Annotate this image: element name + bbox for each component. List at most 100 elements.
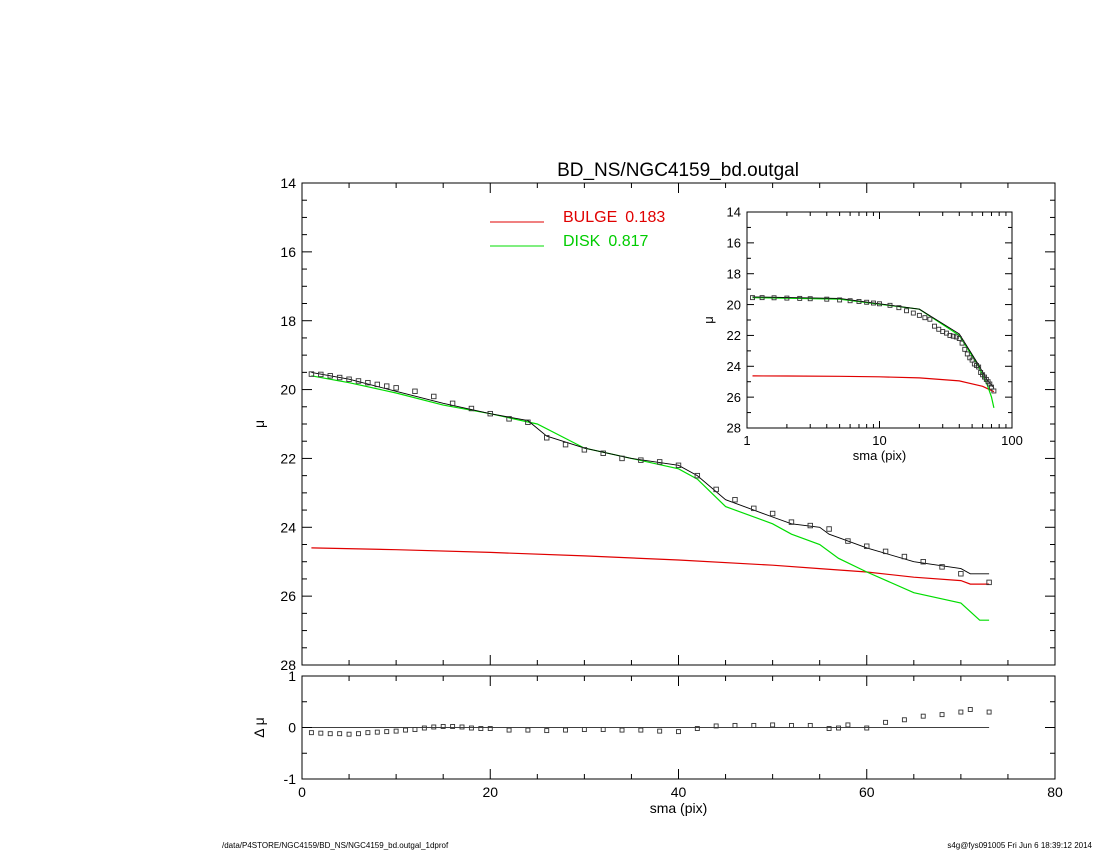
data-point <box>732 722 738 728</box>
y-tick-label: 22 <box>727 328 741 343</box>
data-point <box>976 364 982 370</box>
data-point <box>421 725 427 731</box>
data-point <box>986 709 992 715</box>
data-point <box>581 447 588 453</box>
y-tick-label: 14 <box>727 205 741 220</box>
data-point <box>920 713 926 719</box>
data-point <box>374 381 380 388</box>
data-point <box>468 725 474 731</box>
data-point <box>431 724 437 730</box>
data-point <box>750 295 755 301</box>
data-point <box>807 522 813 529</box>
x-tick-label: 60 <box>859 784 875 800</box>
data-point <box>769 510 776 517</box>
series-data <box>308 371 992 586</box>
x-tick-label: 40 <box>671 784 687 800</box>
data-point <box>964 351 970 357</box>
y-axis-label: μ <box>251 420 267 428</box>
y-tick-label: 24 <box>727 359 741 374</box>
data-point <box>336 374 343 381</box>
data-point <box>638 727 644 733</box>
legend-disk-label: DISK 0.817 <box>563 233 648 250</box>
data-point <box>986 579 992 586</box>
data-point <box>657 728 663 734</box>
inset-frame <box>746 211 1013 429</box>
data-point <box>506 727 512 733</box>
data-point <box>675 462 682 469</box>
footer-timestamp: s4g@fys091005 Fri Jun 6 18:39:12 2014 <box>947 841 1092 850</box>
data-point <box>807 296 813 302</box>
data-point <box>864 725 870 731</box>
series-DISK-line <box>752 297 995 409</box>
data-point <box>864 543 870 549</box>
data-point <box>600 727 606 733</box>
footer-path: /data/P4STORE/NGC4159/BD_NS/NGC4159_bd.o… <box>222 841 449 850</box>
x-tick-label: 100 <box>1001 433 1023 448</box>
data-point <box>412 727 418 733</box>
data-point <box>910 310 916 316</box>
data-point <box>600 450 606 456</box>
data-point <box>958 709 964 715</box>
data-point <box>887 302 893 308</box>
data-point <box>870 300 876 306</box>
data-point <box>403 727 408 733</box>
data-point <box>713 486 719 493</box>
data-point <box>337 731 343 737</box>
data-point <box>904 308 909 314</box>
data-point <box>346 731 352 737</box>
data-point <box>327 373 333 379</box>
series-total-line <box>752 296 995 389</box>
data-point <box>365 379 371 386</box>
data-point <box>450 724 456 729</box>
y-tick-label: 16 <box>727 236 741 251</box>
y-tick-label: 14 <box>280 175 296 191</box>
legend: BULGE 0.183 DISK 0.817 <box>490 209 665 250</box>
y-tick-label: 22 <box>280 450 296 466</box>
main-frame <box>301 182 1056 666</box>
data-point <box>713 723 719 729</box>
y-tick-label: 16 <box>280 244 296 260</box>
data-point <box>449 400 456 407</box>
data-point <box>365 730 371 736</box>
series-residual <box>308 707 992 737</box>
data-point <box>581 727 587 733</box>
inset-plot: 14 16 18 20 22 24 26 281 10 100 sma (pix) μ <box>701 205 1023 463</box>
data-point <box>759 295 765 301</box>
y-tick-label: 26 <box>280 588 296 604</box>
data-point <box>967 707 973 712</box>
data-point <box>950 333 956 339</box>
data-point <box>901 553 908 560</box>
data-point <box>958 571 964 577</box>
data-point <box>506 416 512 422</box>
data-point <box>393 728 399 734</box>
data-point <box>468 405 475 412</box>
data-point <box>922 315 928 321</box>
data-point <box>837 297 843 303</box>
y-tick-label: 20 <box>280 382 296 398</box>
x-axis-label: sma (pix) <box>853 448 906 463</box>
data-point <box>487 726 493 731</box>
y-tick-label: 0 <box>288 720 296 736</box>
y-tick-label: 20 <box>727 297 741 312</box>
y-tick-label: 26 <box>727 390 741 405</box>
data-point <box>355 378 362 384</box>
data-point <box>939 564 945 570</box>
data-point <box>308 371 315 377</box>
data-point <box>562 441 569 448</box>
x-axis-label: sma (pix) <box>650 800 708 816</box>
data-point <box>882 548 889 555</box>
data-point <box>947 332 953 338</box>
data-point <box>847 298 853 304</box>
legend-bulge-label: BULGE 0.183 <box>563 209 665 226</box>
data-point <box>694 726 700 731</box>
data-point <box>789 722 794 728</box>
data-point <box>771 295 777 301</box>
series-BULGE-line <box>752 375 995 393</box>
data-point <box>883 719 889 725</box>
data-point <box>656 459 663 465</box>
data-point <box>953 334 959 340</box>
data-point <box>478 726 484 731</box>
data-point <box>318 730 324 736</box>
data-point <box>374 729 380 735</box>
